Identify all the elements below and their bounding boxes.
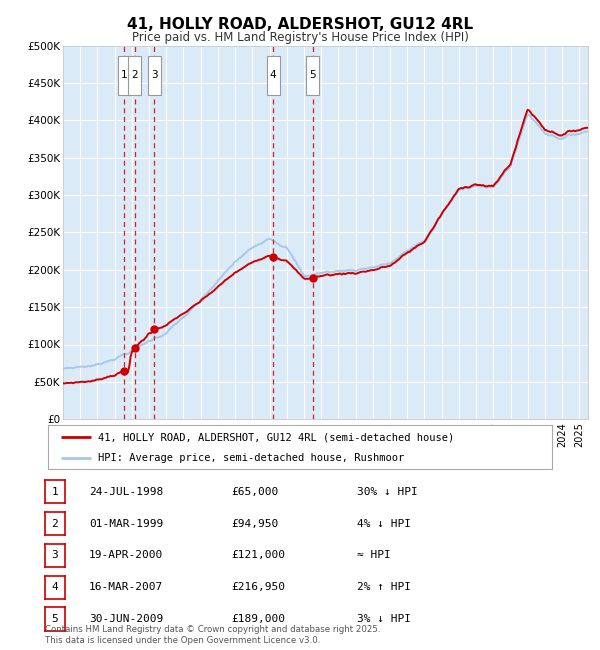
Text: 1: 1 xyxy=(121,70,128,81)
Text: £121,000: £121,000 xyxy=(231,551,285,560)
FancyBboxPatch shape xyxy=(118,56,131,95)
Text: 4: 4 xyxy=(270,70,277,81)
FancyBboxPatch shape xyxy=(306,56,319,95)
Text: 30% ↓ HPI: 30% ↓ HPI xyxy=(357,487,418,497)
Text: 5: 5 xyxy=(309,70,316,81)
Text: £65,000: £65,000 xyxy=(231,487,278,497)
Text: HPI: Average price, semi-detached house, Rushmoor: HPI: Average price, semi-detached house,… xyxy=(98,453,404,463)
FancyBboxPatch shape xyxy=(266,56,280,95)
Text: ≈ HPI: ≈ HPI xyxy=(357,551,391,560)
FancyBboxPatch shape xyxy=(148,56,161,95)
Text: 24-JUL-1998: 24-JUL-1998 xyxy=(89,487,163,497)
Text: 2: 2 xyxy=(131,70,138,81)
Text: Contains HM Land Registry data © Crown copyright and database right 2025.
This d: Contains HM Land Registry data © Crown c… xyxy=(45,625,380,645)
Text: 2: 2 xyxy=(52,519,58,528)
Text: 5: 5 xyxy=(52,614,58,624)
Text: 1: 1 xyxy=(52,487,58,497)
FancyBboxPatch shape xyxy=(128,56,142,95)
Text: 01-MAR-1999: 01-MAR-1999 xyxy=(89,519,163,528)
Text: 41, HOLLY ROAD, ALDERSHOT, GU12 4RL: 41, HOLLY ROAD, ALDERSHOT, GU12 4RL xyxy=(127,17,473,32)
Text: 2% ↑ HPI: 2% ↑ HPI xyxy=(357,582,411,592)
Text: 3% ↓ HPI: 3% ↓ HPI xyxy=(357,614,411,624)
Text: 4: 4 xyxy=(52,582,58,592)
Text: 3: 3 xyxy=(151,70,158,81)
Text: £189,000: £189,000 xyxy=(231,614,285,624)
Text: 30-JUN-2009: 30-JUN-2009 xyxy=(89,614,163,624)
Text: £94,950: £94,950 xyxy=(231,519,278,528)
Text: 19-APR-2000: 19-APR-2000 xyxy=(89,551,163,560)
Text: Price paid vs. HM Land Registry's House Price Index (HPI): Price paid vs. HM Land Registry's House … xyxy=(131,31,469,44)
Text: 16-MAR-2007: 16-MAR-2007 xyxy=(89,582,163,592)
Text: 41, HOLLY ROAD, ALDERSHOT, GU12 4RL (semi-detached house): 41, HOLLY ROAD, ALDERSHOT, GU12 4RL (sem… xyxy=(98,432,455,442)
Text: £216,950: £216,950 xyxy=(231,582,285,592)
Text: 3: 3 xyxy=(52,551,58,560)
Text: 4% ↓ HPI: 4% ↓ HPI xyxy=(357,519,411,528)
